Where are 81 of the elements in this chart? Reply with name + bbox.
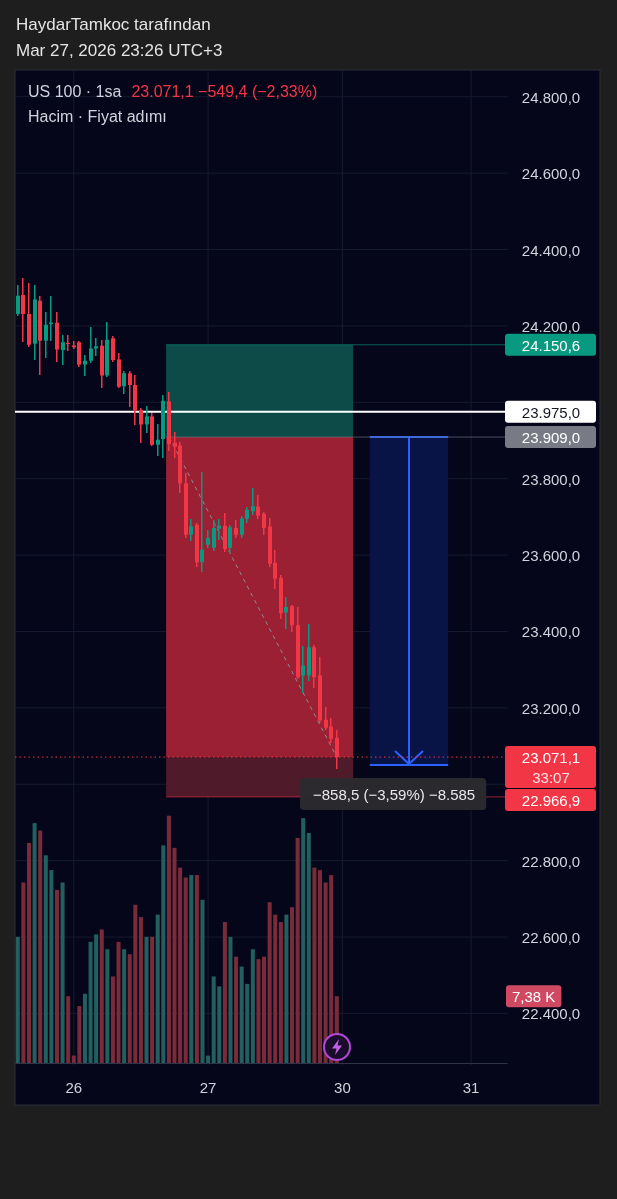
- bar: [183, 877, 188, 1063]
- bar: [234, 956, 239, 1063]
- candlestick: [284, 597, 288, 629]
- bar: [189, 875, 194, 1063]
- bar: [82, 993, 87, 1063]
- band-label: −858,5 (−3,59%) −8.585: [313, 785, 476, 803]
- bar: [15, 936, 20, 1063]
- bar: [122, 949, 127, 1063]
- candlestick: [200, 472, 204, 572]
- candlestick: [301, 646, 305, 693]
- y-tick-label: 24.800,0: [521, 88, 581, 106]
- x-tick-label: 31: [462, 1078, 480, 1096]
- x-tick-label: 26: [65, 1078, 83, 1096]
- candlestick: [66, 335, 70, 351]
- ref-line-label: 23.071,1: [521, 748, 581, 766]
- y-tick-label: 23.600,0: [521, 546, 581, 564]
- bar: [312, 867, 317, 1063]
- ref-line-label: 23.909,0: [521, 428, 581, 446]
- bar: [105, 949, 110, 1063]
- candlestick: [256, 495, 260, 519]
- bar: [116, 941, 121, 1063]
- bar: [301, 818, 306, 1063]
- x-tick-label: 30: [334, 1078, 351, 1096]
- bar: [262, 956, 267, 1063]
- candlestick: [206, 530, 210, 548]
- bar: [54, 889, 59, 1063]
- bar: [99, 929, 104, 1063]
- candlestick: [234, 520, 238, 538]
- bar: [144, 936, 149, 1063]
- candlestick: [49, 296, 53, 341]
- candlestick: [83, 355, 87, 376]
- candlestick: [94, 338, 98, 356]
- bar: [222, 922, 227, 1063]
- text: 7,38 K: [512, 987, 556, 1005]
- text: 33:07: [532, 768, 570, 786]
- annotation: 23.071,1 −549,4 (−2,33%): [131, 83, 318, 100]
- bar: [250, 949, 255, 1063]
- y-tick-label: 23.800,0: [521, 470, 581, 488]
- candlestick: [128, 371, 132, 407]
- y-tick-label: 22.600,0: [521, 928, 581, 946]
- candlestick: [251, 488, 255, 515]
- y-tick-label: 24.600,0: [521, 164, 581, 182]
- candlestick: [21, 278, 25, 342]
- bar: [295, 837, 300, 1063]
- ref-line-label: 22.966,9: [521, 791, 581, 809]
- candlestick: [156, 424, 160, 456]
- bar: [290, 907, 295, 1063]
- text: US 100 · 1sa: [28, 83, 122, 100]
- x-tick-label: 27: [199, 1078, 217, 1096]
- bar: [150, 936, 155, 1063]
- bar: [66, 996, 71, 1063]
- bar: [110, 976, 115, 1063]
- y-tick-label: 24.400,0: [521, 241, 581, 259]
- bar: [60, 882, 65, 1063]
- bar: [38, 830, 43, 1063]
- bar: [26, 842, 32, 1063]
- text: HaydarTamkoc tarafından: [16, 15, 211, 34]
- bar: [32, 823, 37, 1063]
- bar: [318, 870, 323, 1063]
- bar: [256, 959, 261, 1063]
- candlestick: [61, 335, 65, 365]
- bar: [228, 936, 233, 1063]
- y-tick-label: 23.200,0: [521, 699, 581, 717]
- text: Hacim · Fiyat adımı: [28, 108, 167, 125]
- y-tick-label: 22.400,0: [521, 1004, 581, 1022]
- bar: [194, 875, 199, 1063]
- candlestick: [89, 327, 93, 363]
- bar: [21, 882, 26, 1063]
- ref-line-label: 23.975,0: [521, 403, 581, 421]
- y-tick-label: 24.200,0: [521, 317, 581, 335]
- bar: [278, 922, 283, 1063]
- candlestick: [145, 406, 149, 433]
- text: Mar 27, 2026 23:26 UTC+3: [16, 41, 223, 60]
- bar: [306, 833, 311, 1063]
- y-tick-label: 23.400,0: [521, 622, 581, 640]
- bar: [284, 914, 289, 1063]
- ref-line-label: 24.150,6: [521, 336, 581, 354]
- candlestick: [189, 519, 193, 541]
- bar: [138, 917, 143, 1063]
- candlestick: [44, 312, 48, 358]
- y-tick-label: 22.800,0: [521, 852, 581, 870]
